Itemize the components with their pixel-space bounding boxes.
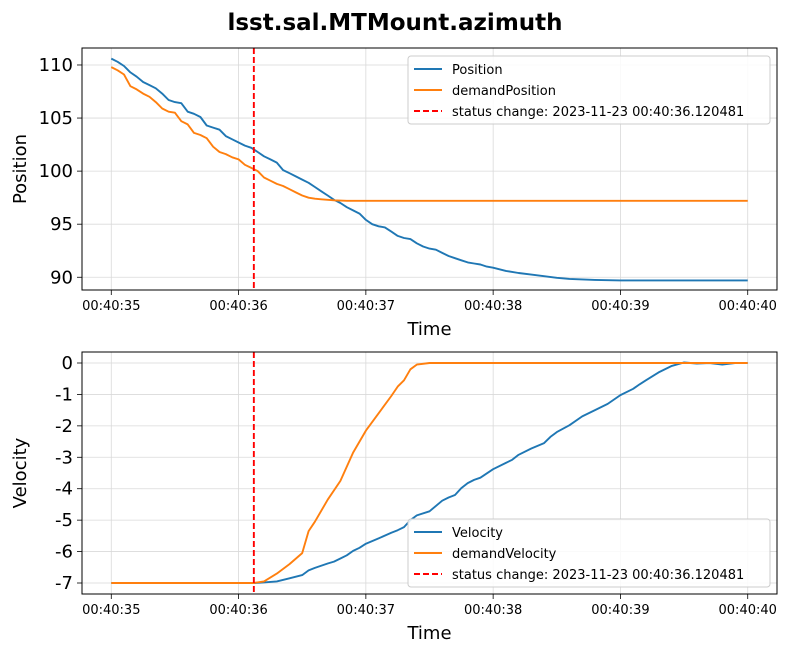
- legend: Position demandPosition status change: 202…: [407, 55, 771, 125]
- y-tick-label: -6: [55, 542, 73, 563]
- y-tick-label: 110: [39, 55, 73, 76]
- x-axis-label: Time: [406, 319, 451, 340]
- x-tick-label: 00:40:36: [209, 299, 267, 314]
- x-tick-label: 00:40:38: [464, 299, 522, 314]
- y-tick-label: -4: [55, 479, 73, 500]
- x-tick-label: 00:40:39: [591, 603, 649, 618]
- legend-label: Position: [452, 63, 503, 78]
- figure-title: lsst.sal.MTMount.azimuth: [227, 10, 562, 36]
- legend: Velocity demandVelocity status change: 202…: [407, 518, 771, 588]
- y-tick-label: 90: [50, 267, 73, 288]
- x-tick-label: 00:40:37: [337, 603, 395, 618]
- legend-box: [407, 518, 771, 588]
- legend-label: status change: 2023-11-23 00:40:36.12048…: [452, 105, 744, 120]
- legend-label: demandVelocity: [452, 547, 557, 562]
- y-tick-label: 105: [39, 108, 73, 129]
- series-line-Velocity: [111, 361, 748, 584]
- series-line-Position: [110, 57, 748, 282]
- plot-frame: [81, 351, 778, 595]
- legend-label: demandPosition: [452, 84, 556, 99]
- y-tick-label: -2: [55, 416, 73, 437]
- x-axis-label: Time: [406, 623, 451, 644]
- y-tick-label: -7: [55, 573, 73, 594]
- series-line-demandPosition: [110, 66, 748, 202]
- legend-label: status change: 2023-11-23 00:40:36.12048…: [452, 568, 744, 583]
- y-tick-label: 95: [50, 214, 73, 235]
- x-tick-label: 00:40:40: [719, 299, 777, 314]
- y-tick-label: -3: [55, 447, 73, 468]
- y-tick-label: -1: [55, 384, 73, 405]
- legend-label: Velocity: [452, 526, 503, 541]
- legend-box: [407, 55, 771, 125]
- x-tick-label: 00:40:37: [337, 299, 395, 314]
- y-axis-label: Velocity: [10, 437, 31, 508]
- plot-frame: [81, 47, 778, 291]
- x-tick-label: 00:40:39: [591, 299, 649, 314]
- position-panel: 00:40:35 00:40:36 00:40:37 00:40:38 00:40:39…: [10, 47, 778, 340]
- x-tick-label: 00:40:35: [82, 603, 140, 618]
- x-tick-label: 00:40:40: [719, 603, 777, 618]
- y-tick-label: 0: [62, 353, 73, 374]
- y-axis-label: Position: [10, 134, 31, 204]
- x-tick-label: 00:40:35: [82, 299, 140, 314]
- x-tick-label: 00:40:36: [209, 603, 267, 618]
- series-line-demandVelocity: [111, 362, 748, 584]
- y-tick-label: -5: [55, 510, 73, 531]
- velocity-panel: 00:40:35 00:40:36 00:40:37 00:40:38 00:40:39…: [10, 351, 778, 644]
- x-tick-label: 00:40:38: [464, 603, 522, 618]
- y-tick-label: 100: [39, 161, 73, 182]
